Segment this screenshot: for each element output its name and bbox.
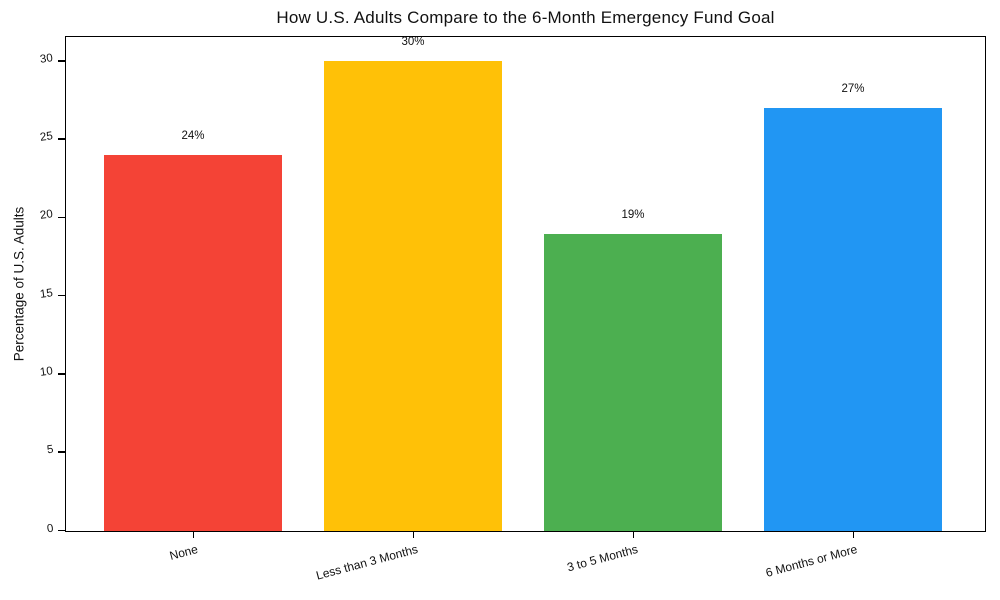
x-category-label: 6 Months or More bbox=[764, 542, 860, 580]
y-tick-mark bbox=[58, 294, 65, 297]
y-tick-label: 0 bbox=[45, 522, 54, 535]
y-tick-mark bbox=[58, 451, 65, 453]
x-tick-mark bbox=[632, 530, 635, 538]
x-category-label: Less than 3 Months bbox=[314, 542, 420, 583]
x-tick-mark bbox=[852, 530, 855, 538]
bar-6-months-or-more bbox=[764, 108, 942, 531]
x-category-label: 3 to 5 Months bbox=[565, 542, 640, 575]
y-tick-mark bbox=[58, 60, 65, 62]
y-tick-mark bbox=[58, 216, 65, 219]
bar-none bbox=[104, 155, 282, 531]
bar-less-than-3-months bbox=[324, 61, 502, 531]
x-tick-mark bbox=[412, 530, 415, 538]
y-tick-label: 15 bbox=[39, 286, 54, 301]
y-tick-label: 25 bbox=[39, 130, 54, 145]
y-tick-label: 20 bbox=[39, 208, 54, 223]
x-tick-mark bbox=[192, 530, 195, 538]
bar-value-label: 30% bbox=[401, 36, 425, 49]
plot-area: 24% 30% 19% 27% bbox=[65, 36, 986, 532]
bar-value-label: 24% bbox=[181, 130, 205, 143]
bar-value-label: 19% bbox=[621, 208, 645, 221]
y-tick-label: 30 bbox=[39, 52, 54, 66]
chart-title: How U.S. Adults Compare to the 6-Month E… bbox=[276, 8, 775, 27]
y-tick-mark bbox=[58, 529, 65, 532]
bar-value-label: 27% bbox=[841, 83, 865, 96]
y-tick-mark bbox=[58, 373, 65, 375]
x-category-label: None bbox=[167, 542, 200, 563]
y-axis-label: Percentage of U.S. Adults bbox=[11, 206, 27, 362]
y-tick-mark bbox=[58, 138, 65, 140]
y-tick-label: 5 bbox=[45, 443, 54, 457]
y-tick-label: 10 bbox=[39, 365, 54, 379]
bar-3-to-5-months bbox=[544, 233, 722, 531]
